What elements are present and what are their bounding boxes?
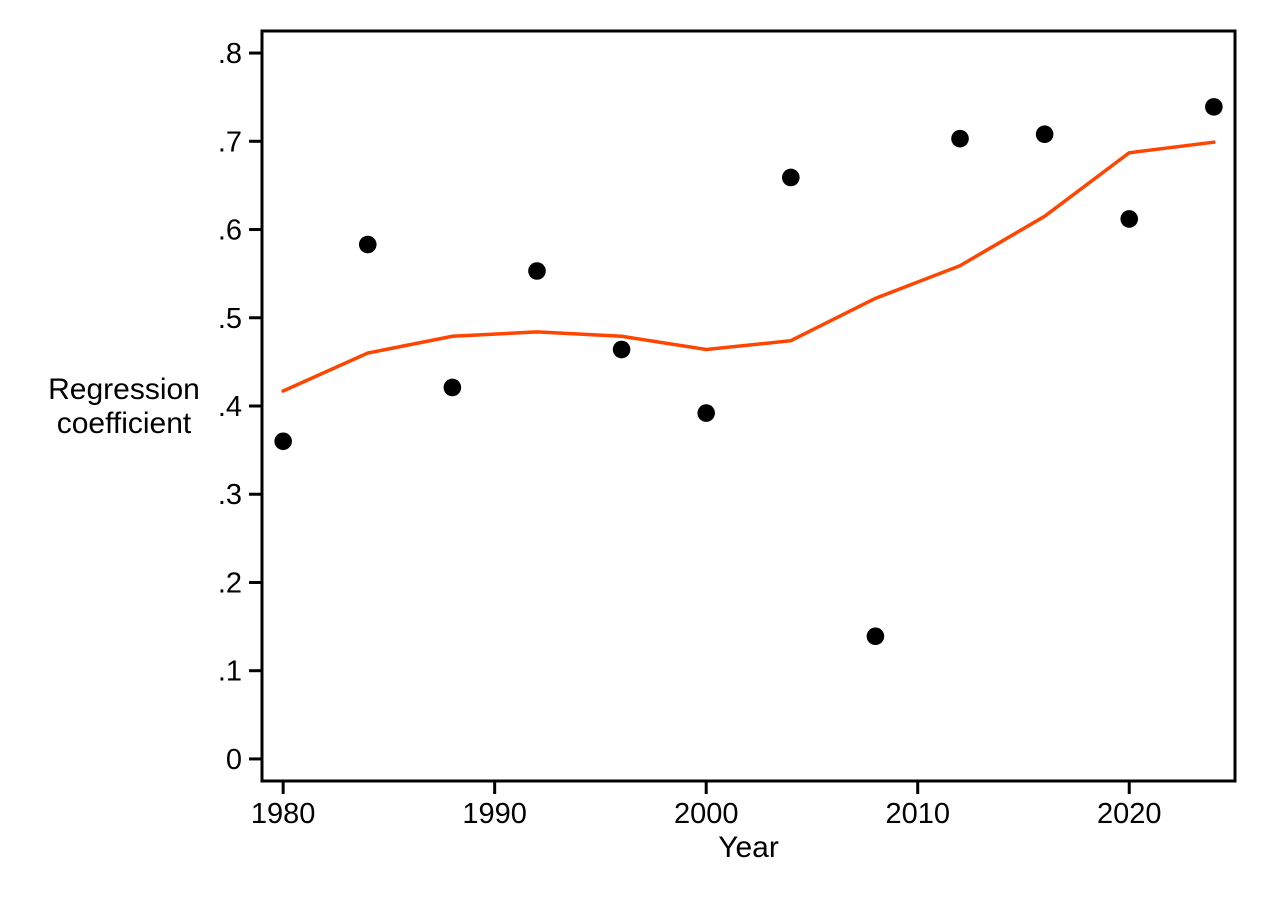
data-point-1992 xyxy=(528,262,546,280)
y-tick-label: .8 xyxy=(218,38,242,70)
y-tick-label: .7 xyxy=(218,126,242,158)
data-point-2024 xyxy=(1205,98,1223,116)
lowess-line xyxy=(281,140,1216,393)
y-axis-title-line-1: Regression xyxy=(48,373,200,406)
data-point-1980 xyxy=(274,432,292,451)
data-point-1996 xyxy=(612,340,631,359)
x-tick-label: 1990 xyxy=(462,798,527,830)
y-tick-label: .1 xyxy=(218,656,242,688)
x-tick-label: 1980 xyxy=(251,798,316,830)
y-tick-label: 0 xyxy=(226,744,242,776)
y-axis-title-line-2: coefficient xyxy=(56,407,192,440)
data-point-1988 xyxy=(443,378,462,397)
y-tick-label: .6 xyxy=(218,215,242,247)
data-point-2008 xyxy=(866,627,885,646)
data-point-2000 xyxy=(697,404,715,422)
y-tick-label: .2 xyxy=(218,567,242,599)
y-tick-label: .3 xyxy=(218,479,242,511)
data-point-2012 xyxy=(951,129,969,148)
x-tick-label: 2010 xyxy=(885,798,950,830)
y-tick-label: .5 xyxy=(218,303,242,335)
scatter-markers xyxy=(274,98,1223,646)
plot-frame xyxy=(260,29,1237,783)
x-tick-label: 2020 xyxy=(1097,798,1162,830)
y-axis: 0 .1 .2 .3 .4 .5 .6 .7 .8 xyxy=(218,38,262,776)
x-tick-label: 2000 xyxy=(674,798,739,830)
y-axis-title: Regression coefficient xyxy=(10,373,238,441)
data-point-2020 xyxy=(1120,210,1139,228)
data-point-2016 xyxy=(1035,125,1054,144)
data-point-1984 xyxy=(358,235,377,254)
y-tick-label: .4 xyxy=(218,391,242,423)
data-point-2004 xyxy=(782,168,800,187)
x-axis: 1980 1990 2000 2010 2020 xyxy=(251,781,1162,830)
x-axis-title: Year xyxy=(718,831,779,864)
